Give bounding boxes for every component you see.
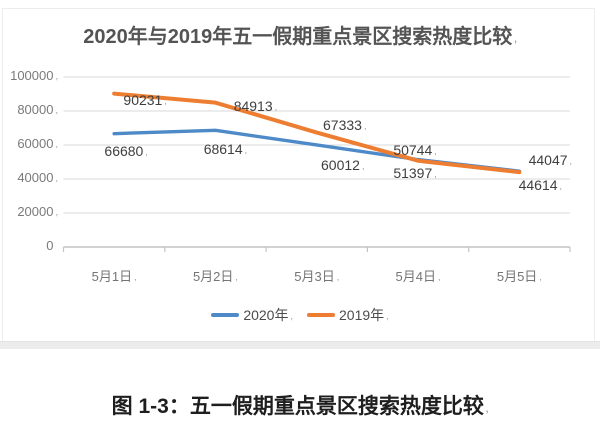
legend-item-2019: 2019年,	[307, 305, 389, 325]
legend-label-2020: 2020年,	[243, 305, 293, 325]
series-line-2019年	[112, 91, 522, 175]
legend-swatch-2019	[307, 313, 335, 317]
data-label-2019年: 84913,	[210, 98, 300, 114]
data-label-2020年-text: 60012	[321, 156, 360, 173]
y-tick-label: 60000,	[0, 136, 58, 151]
format-mark: ,	[145, 146, 148, 157]
format-mark: ,	[438, 272, 441, 282]
data-label-2019年: 44047,	[505, 152, 595, 168]
y-tick-label-text: 60000	[17, 136, 54, 151]
data-label-2020年: 68614,	[180, 141, 270, 157]
figure-caption-text: 图 1-3：五一假期重点景区搜索热度比较	[111, 395, 484, 418]
x-tick-label: 5月1日,	[69, 266, 159, 285]
format-mark: ,	[434, 145, 437, 156]
format-mark: ,	[55, 139, 58, 149]
x-tick-label-text: 5月1日	[91, 269, 133, 284]
x-tick-label-text: 5月3日	[294, 269, 335, 284]
data-label-2019年-text: 44047	[528, 152, 568, 169]
data-label-2020年: 44614,	[495, 177, 585, 193]
format-mark: ,	[164, 95, 167, 106]
y-tick-label: 80000,	[0, 102, 58, 117]
data-label-2020年-text: 66680	[104, 142, 144, 159]
format-mark: ,	[55, 173, 58, 183]
figure-caption: 图 1-3：五一假期重点景区搜索热度比较,	[0, 390, 600, 420]
data-label-2019年-text: 67333	[323, 116, 362, 133]
format-mark: ,	[434, 168, 437, 179]
legend-label-2020-text: 2020年	[243, 307, 289, 323]
chart-frame-bottom-border	[0, 341, 600, 349]
data-label-2019年-text: 90231	[123, 91, 163, 108]
format-mark: ,	[514, 34, 517, 44]
format-mark: ,	[539, 272, 542, 282]
y-tick-label-text: 100000	[10, 68, 54, 83]
format-mark: ,	[274, 101, 278, 112]
y-tick-label-text: 40000	[17, 170, 54, 185]
data-label-2019年: 67333,	[300, 117, 390, 133]
format-mark: ,	[559, 181, 563, 192]
legend: 2020年, 2019年,	[0, 304, 600, 326]
y-tick-label-text: 80000	[17, 102, 54, 117]
x-tick-label: 5月4日,	[373, 266, 463, 285]
chart-frame	[2, 8, 595, 342]
format-mark: ,	[55, 71, 58, 81]
data-label-2019年: 50744,	[370, 142, 460, 158]
data-label-2019年-text: 50744	[393, 141, 433, 158]
chart-title: 2020年与2019年五一假期重点景区搜索热度比较,	[0, 20, 600, 49]
x-tick-label: 5月5日,	[474, 266, 564, 285]
y-tick-label: 40000,	[0, 170, 58, 185]
data-label-2020年-text: 44614	[518, 177, 558, 194]
legend-item-2020: 2020年,	[211, 305, 293, 325]
format-mark: ,	[336, 272, 340, 282]
data-label-2020年: 60012,	[298, 157, 388, 173]
data-label-2020年: 66680,	[81, 143, 171, 159]
format-mark: ,	[363, 120, 367, 131]
format-mark: ,	[55, 207, 58, 217]
x-tick-label-text: 5月2日	[192, 269, 234, 284]
format-mark: ,	[361, 160, 365, 171]
chart-title-text: 2020年与2019年五一假期重点景区搜索热度比较	[83, 26, 513, 48]
format-mark: ,	[244, 145, 248, 156]
format-mark: ,	[569, 156, 573, 167]
format-mark: ,	[55, 105, 58, 115]
y-tick-label: 0,	[0, 238, 58, 253]
x-tick-label: 5月2日,	[170, 266, 260, 285]
format-mark: ,	[134, 272, 137, 282]
legend-swatch-2020	[211, 313, 240, 317]
x-tick-label: 5月3日,	[272, 266, 362, 285]
format-mark: ,	[290, 311, 293, 321]
format-mark: ,	[485, 404, 489, 414]
data-label-2020年-text: 68614	[203, 141, 243, 158]
data-label-2019年: 90231,	[100, 92, 190, 108]
data-label-2019年-text: 84913	[233, 97, 273, 114]
data-label-2020年-text: 51397	[393, 164, 433, 181]
plot-area	[62, 76, 571, 252]
y-tick-label: 100000,	[0, 68, 58, 83]
legend-label-2019-text: 2019年	[339, 307, 385, 323]
format-mark: ,	[386, 311, 389, 321]
legend-label-2019: 2019年,	[339, 305, 389, 325]
format-mark: ,	[235, 272, 238, 282]
x-tick-label-text: 5月4日	[395, 269, 437, 284]
y-tick-label-text: 0	[46, 238, 54, 253]
y-tick-label: 20000,	[0, 204, 58, 219]
data-label-2020年: 51397,	[370, 165, 460, 181]
y-tick-label-text: 20000	[17, 204, 54, 219]
x-tick-label-text: 5月5日	[496, 269, 538, 284]
